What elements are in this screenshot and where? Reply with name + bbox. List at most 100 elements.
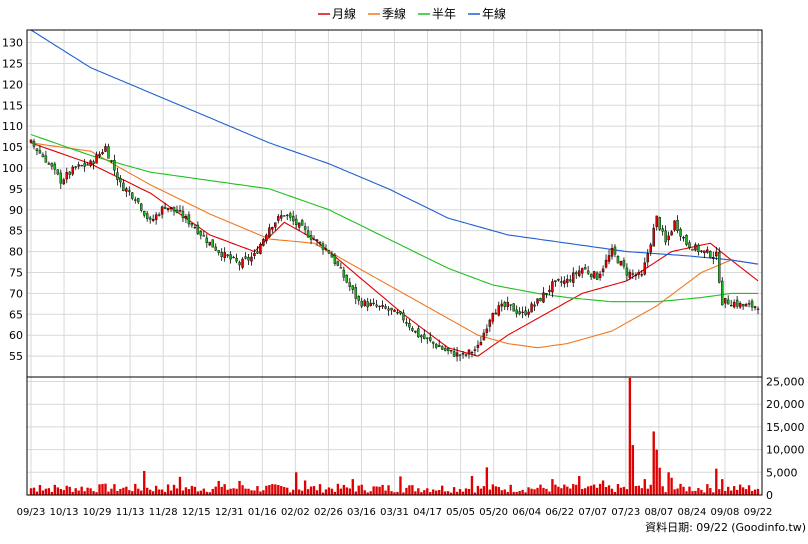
volume-bar — [119, 488, 122, 495]
candle-body — [700, 250, 703, 252]
candle-body — [134, 199, 137, 201]
candle-body — [181, 210, 185, 219]
price-tick-label: 60 — [9, 329, 23, 342]
candle-body — [137, 198, 140, 203]
volume-bar — [524, 492, 527, 495]
candle-body — [399, 311, 402, 314]
volume-bar — [92, 491, 95, 495]
price-grid: 55 60 65 70 75 80 85 90 95 100 105 110 115 120 125 130 0… — [2, 30, 772, 518]
candle-body — [548, 289, 551, 292]
candle-body — [202, 235, 206, 237]
volume-bar — [336, 483, 340, 495]
volume-bar — [640, 488, 643, 495]
candle-body — [753, 306, 757, 308]
candle-body — [50, 163, 54, 167]
candle-body — [166, 207, 170, 210]
price-tick-label: 130 — [2, 37, 23, 50]
volume-bar — [732, 486, 736, 495]
volume-bar — [637, 485, 641, 495]
candle-body — [455, 352, 459, 357]
volume-bar — [56, 487, 59, 495]
candle-body — [360, 300, 363, 307]
candle-body — [431, 341, 435, 344]
volume-bar — [408, 485, 411, 495]
candle-body — [280, 215, 283, 219]
volume-bar — [306, 489, 310, 495]
candle-body — [741, 303, 745, 307]
candle-body — [265, 234, 268, 242]
volume-bar — [309, 486, 313, 495]
volume-bar — [65, 485, 68, 495]
volume-bar — [324, 489, 328, 495]
volume-bar — [539, 484, 542, 495]
candle-body — [464, 354, 468, 356]
candle-body — [187, 214, 191, 225]
volume-bar — [62, 490, 65, 495]
volume-bar — [718, 489, 721, 495]
ma-line — [30, 142, 759, 357]
legend-label: 年線 — [482, 6, 506, 21]
volume-bar — [563, 484, 566, 495]
candle-body — [375, 304, 378, 307]
candle-body — [131, 192, 134, 199]
candle-body — [640, 274, 644, 276]
candle-body — [631, 273, 635, 275]
volume-bar — [753, 489, 757, 495]
candle-body — [53, 163, 57, 170]
candle-body — [446, 348, 450, 352]
candle-body — [35, 148, 39, 152]
candle-body — [193, 227, 197, 229]
candle-body — [244, 256, 247, 259]
volume-bar — [521, 489, 524, 495]
candle-body — [226, 254, 229, 257]
candle-body — [667, 235, 670, 241]
volume-bar — [208, 492, 211, 495]
x-tick-label: 04/17 — [413, 507, 442, 518]
candle-body — [354, 287, 358, 299]
volume-bar — [390, 491, 393, 495]
candle-body — [41, 154, 45, 158]
volume-bar — [589, 485, 593, 495]
volume-bar — [402, 492, 405, 495]
candle-body — [229, 254, 232, 260]
candle-body — [381, 305, 384, 307]
candle-body — [92, 161, 95, 165]
volume-tick-label: 20,000 — [766, 398, 805, 411]
candle-body — [232, 256, 235, 259]
volume-bar — [554, 484, 557, 495]
volume-bar — [297, 489, 301, 495]
volume-bar — [247, 488, 250, 495]
candle-body — [62, 179, 66, 185]
volume-bar — [744, 489, 748, 495]
candle-body — [625, 267, 629, 276]
volume-bar — [661, 486, 664, 495]
candle-body — [297, 222, 301, 228]
candle-body — [157, 214, 161, 216]
volume-bar — [655, 449, 658, 495]
candle-body — [628, 271, 632, 278]
x-tick-label: 05/05 — [446, 507, 475, 518]
candle-body — [679, 228, 682, 237]
volume-bar — [196, 491, 200, 495]
volume-bar — [235, 488, 238, 495]
candle-body — [735, 299, 739, 307]
volume-bar — [321, 492, 325, 495]
candle-body — [613, 246, 617, 255]
price-tick-label: 90 — [9, 204, 23, 217]
volume-bar — [604, 486, 608, 495]
candle-body — [38, 150, 42, 154]
volume-bar — [426, 488, 429, 495]
candle-body — [709, 251, 712, 258]
volume-bar — [756, 488, 760, 495]
candle-body — [449, 350, 453, 352]
moving-average-lines — [30, 29, 759, 357]
candle-body — [685, 235, 688, 245]
candle-body — [378, 305, 381, 308]
volume-bar — [664, 492, 667, 495]
candle-body — [518, 311, 521, 314]
candle-body — [324, 248, 328, 250]
candle-body — [506, 302, 509, 308]
volume-bar — [375, 486, 378, 495]
volume-bar — [256, 486, 259, 495]
candle-body — [673, 220, 676, 231]
